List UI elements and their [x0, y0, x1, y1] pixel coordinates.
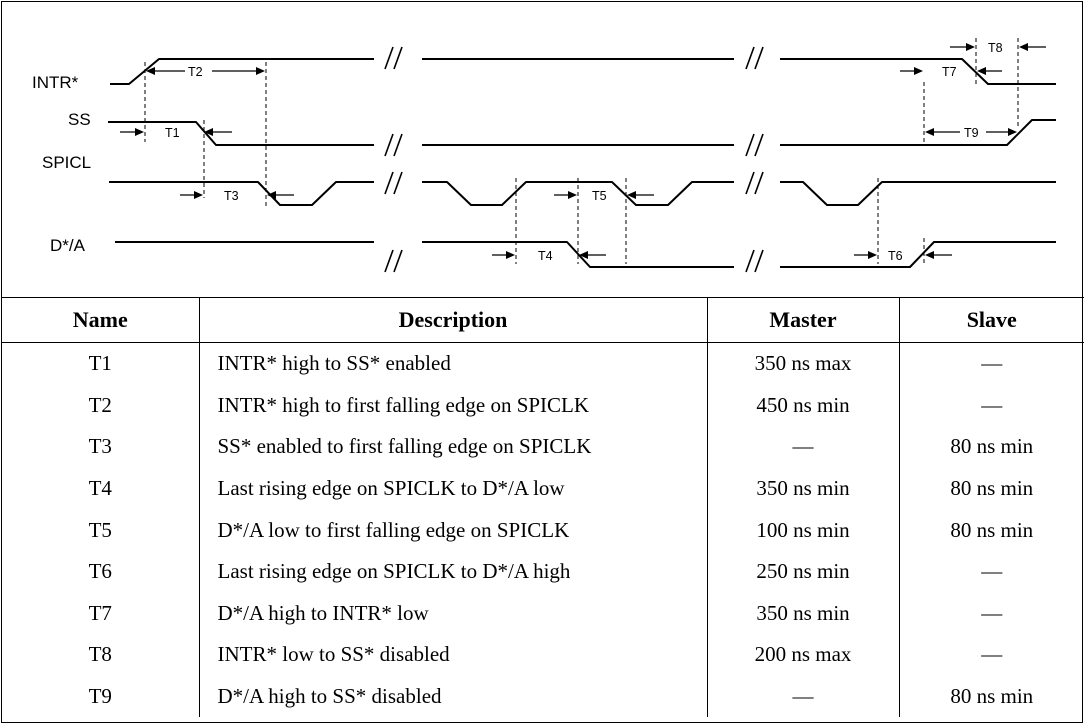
table-header-row: Name Description Master Slave [2, 297, 1084, 343]
cell-name: T7 [88, 600, 112, 625]
cell-master: 100 ns min [706, 509, 899, 551]
t2-marker: T2 [146, 65, 265, 79]
table-row: T6 Last rising edge on SPICLK to D*/A hi… [2, 550, 1084, 593]
t2-label: T2 [188, 65, 203, 79]
table-row: T2 INTR* high to first falling edge on S… [2, 384, 1084, 427]
t1-label: T1 [165, 126, 180, 140]
cell-name: T9 [88, 684, 112, 709]
cell-name: T5 [88, 517, 112, 542]
table-row: T3 SS* enabled to first falling edge on … [2, 426, 1084, 468]
cell-name: T3 [88, 434, 112, 459]
t1-marker: T1 [120, 126, 232, 140]
cell-description: INTR* high to first falling edge on SPIC… [198, 384, 707, 427]
cell-description: D*/A high to INTR* low [198, 592, 707, 635]
t3-label: T3 [224, 189, 239, 203]
spicl-waveform [109, 181, 1056, 206]
da-waveform [115, 241, 1056, 268]
cell-slave: — [898, 550, 1084, 593]
cell-name: T1 [88, 351, 112, 376]
cell-name: T4 [88, 476, 112, 501]
table-row: T1 INTR* high to SS* enabled 350 ns max … [2, 342, 1084, 385]
cell-slave: 80 ns min [898, 675, 1084, 718]
t8-label: T8 [988, 41, 1003, 55]
t8-marker: T8 [950, 41, 1046, 55]
cell-description: INTR* high to SS* enabled [198, 342, 707, 385]
t9-marker: T9 [925, 126, 1017, 140]
intr-waveform [110, 58, 1056, 85]
time-break-marks [384, 46, 764, 273]
cell-slave: 80 ns min [898, 426, 1084, 468]
cell-slave: 80 ns min [898, 509, 1084, 551]
table-row: T7 D*/A high to INTR* low 350 ns min — [2, 592, 1084, 635]
t5-marker: T5 [554, 189, 654, 203]
timing-diagram: INTR* SS SPICL D*/A [32, 38, 1056, 273]
cell-master: 200 ns max [706, 634, 899, 676]
cell-master: — [706, 675, 899, 718]
t3-marker: T3 [180, 189, 294, 203]
signal-label-spicl: SPICL [42, 153, 91, 172]
signal-label-ss: SS [68, 110, 91, 129]
cell-slave: — [898, 634, 1084, 676]
signal-label-intr: INTR* [32, 73, 79, 92]
cell-master: 250 ns min [706, 550, 899, 593]
cell-slave: — [898, 592, 1084, 635]
t9-label: T9 [964, 126, 979, 140]
cell-slave: — [898, 342, 1084, 385]
cell-description: INTR* low to SS* disabled [198, 634, 707, 676]
table-row: T8 INTR* low to SS* disabled 200 ns max … [2, 634, 1084, 676]
cell-master: 350 ns min [706, 592, 899, 635]
cell-description: D*/A low to first falling edge on SPICLK [198, 509, 707, 551]
cell-slave: 80 ns min [898, 467, 1084, 510]
cell-name: T2 [88, 392, 112, 417]
cell-description: SS* enabled to first falling edge on SPI… [198, 426, 707, 468]
cell-master: 350 ns max [706, 342, 899, 385]
t4-marker: T4 [492, 249, 606, 263]
cell-description: D*/A high to SS* disabled [198, 675, 707, 718]
cell-description: Last rising edge on SPICLK to D*/A low [198, 467, 707, 510]
table-row: T5 D*/A low to first falling edge on SPI… [2, 509, 1084, 551]
t5-label: T5 [592, 189, 607, 203]
cell-master: 350 ns min [706, 467, 899, 510]
t6-label: T6 [888, 249, 903, 263]
cell-name: T8 [88, 642, 112, 667]
header-slave: Slave [898, 297, 1084, 343]
header-description: Description [198, 297, 707, 343]
ss-waveform [108, 119, 1056, 146]
cell-description: Last rising edge on SPICLK to D*/A high [198, 550, 707, 593]
t7-marker: T7 [900, 65, 1002, 79]
header-name: Name [2, 297, 199, 343]
table-row: T9 D*/A high to SS* disabled — 80 ns min [2, 675, 1084, 718]
cell-master: 450 ns min [706, 384, 899, 427]
t4-label: T4 [538, 249, 553, 263]
cell-master: — [706, 426, 899, 468]
timing-table: Name Description Master Slave T1 INTR* h… [2, 297, 1084, 718]
cell-slave: — [898, 384, 1084, 427]
signal-label-da: D*/A [50, 236, 86, 255]
table-row: T4 Last rising edge on SPICLK to D*/A lo… [2, 467, 1084, 510]
reference-dashes [144, 38, 1019, 264]
header-master: Master [706, 297, 899, 343]
cell-name: T6 [88, 559, 112, 584]
t6-marker: T6 [854, 249, 952, 263]
t7-label: T7 [942, 65, 957, 79]
